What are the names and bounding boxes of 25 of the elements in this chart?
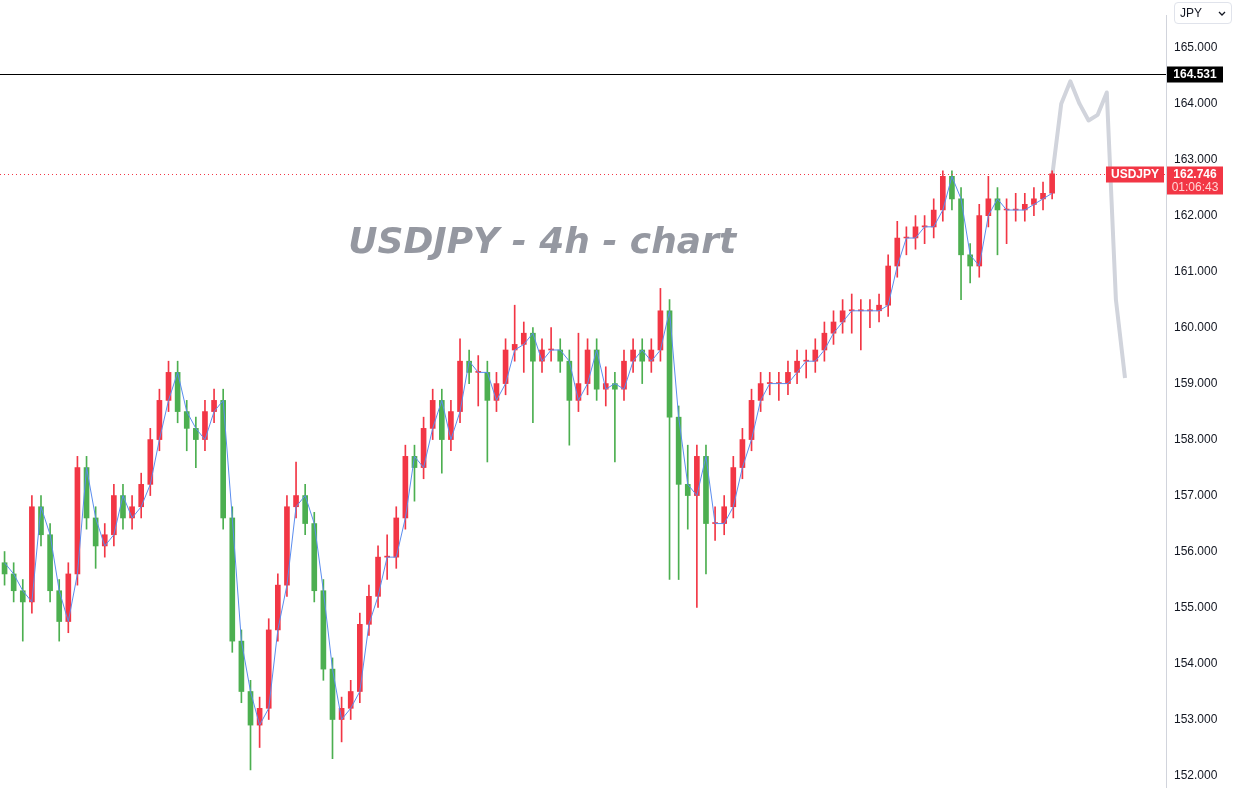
y-tick-label: 157.000 [1174, 487, 1218, 502]
y-tick-label: 163.000 [1174, 151, 1218, 166]
y-tick-label: 155.000 [1174, 599, 1218, 614]
y-tick-label: 162.000 [1174, 207, 1218, 222]
y-tick-label: 164.000 [1174, 95, 1218, 110]
y-tick-label: 153.000 [1174, 711, 1218, 726]
y-tick-label: 159.000 [1174, 375, 1218, 390]
ref-line-label: 164.531 [1173, 66, 1218, 81]
candlestick [684, 444, 691, 530]
ref-line-label: 162.746 [1173, 166, 1218, 181]
candlestick [694, 444, 700, 608]
annotation: USDJPY [1110, 166, 1160, 181]
y-tick-label: 154.000 [1174, 655, 1218, 670]
y-tick-label: 152.000 [1174, 767, 1218, 782]
text: 01:06:43 [1171, 179, 1219, 194]
candlestick [612, 372, 618, 463]
text: JPY [1180, 6, 1203, 20]
y-tick-label: 161.000 [1174, 263, 1218, 278]
y-tick-label: 160.000 [1174, 319, 1218, 334]
y-tick-label: 165.000 [1174, 39, 1218, 54]
text: USDJPY - 4h - chart [348, 219, 738, 261]
candlestick [19, 579, 26, 642]
candlestick [520, 321, 527, 373]
y-tick-label: 156.000 [1174, 543, 1218, 558]
y-tick-label: 158.000 [1174, 431, 1218, 446]
